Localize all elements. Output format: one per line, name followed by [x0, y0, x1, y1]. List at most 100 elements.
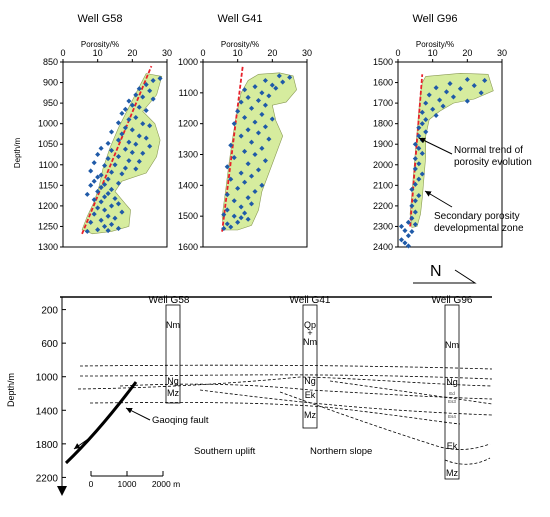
data-point [108, 147, 115, 153]
porosity-trend-line [221, 64, 244, 232]
scale-label: 1000 [118, 479, 137, 489]
data-point [259, 145, 265, 151]
annotations: Normal trend of porosity evolution Secon… [418, 137, 532, 234]
x-axis-label: Porosity/% [416, 40, 454, 49]
plot-frame [397, 61, 503, 248]
data-point [221, 212, 227, 218]
data-point [136, 158, 142, 165]
data-point [133, 141, 139, 147]
data-point [224, 192, 230, 198]
data-point [412, 209, 418, 215]
data-point [416, 145, 422, 151]
data-point [262, 102, 268, 108]
data-point [235, 185, 241, 191]
data-point [238, 204, 244, 210]
data-point [126, 158, 132, 164]
data-point [119, 110, 125, 116]
northern-slope-label: Northern slope [310, 446, 372, 457]
data-point [252, 84, 258, 90]
data-point [409, 186, 415, 192]
southern-uplift-label: Southern uplift [194, 446, 256, 457]
borehole-g96 [444, 304, 460, 480]
borehole-g58 [165, 304, 181, 404]
borehole-g41 [302, 304, 318, 429]
data-point [231, 155, 237, 161]
data-point [405, 243, 411, 249]
data-point [412, 198, 418, 204]
data-point [416, 161, 422, 167]
y-tick-label: 2400 [373, 242, 393, 252]
data-point [147, 143, 153, 149]
depth-tick-label: 1800 [36, 440, 59, 451]
x-tick-label: 30 [162, 48, 172, 58]
depth-tick-label: 600 [41, 339, 58, 350]
data-point [108, 129, 115, 135]
x-tick-label: 30 [302, 48, 312, 58]
scale-label: 0 [89, 479, 94, 489]
formation-label: Nm [303, 337, 317, 347]
data-point [252, 188, 258, 195]
data-point [259, 182, 265, 188]
x-tick-label: 0 [395, 48, 400, 58]
data-point [242, 210, 248, 216]
y-tick-label: 1400 [178, 180, 198, 190]
data-point [95, 151, 101, 158]
y-tick-label: 1000 [38, 119, 58, 129]
depth-tick-label: 1000 [36, 373, 59, 384]
data-point [248, 173, 255, 179]
data-point [105, 213, 111, 219]
data-point [262, 158, 268, 164]
data-point [242, 148, 248, 154]
data-point [238, 170, 244, 176]
panel-well-g58: Well G58 Porosity/% Depth/m 0 10 20 30 850 90… [13, 13, 172, 252]
data-point [122, 146, 128, 152]
data-point [105, 140, 111, 146]
data-point [91, 178, 97, 184]
formation-label: Qp [304, 320, 316, 330]
panel-title: Well G58 [77, 13, 122, 25]
porosity-trend-line [81, 65, 153, 235]
data-point [245, 195, 251, 201]
data-points [398, 76, 488, 249]
data-point [91, 160, 97, 166]
well-label-g41: Well G41 [290, 295, 331, 306]
data-point [416, 176, 422, 182]
fault-label: Gaoqing fault [152, 415, 209, 426]
fault-label-arrow [125, 407, 151, 421]
data-point [450, 94, 456, 100]
y-tick-label: 1600 [178, 242, 198, 252]
y-tick-label: 1200 [38, 201, 58, 211]
data-point [88, 168, 94, 174]
data-point [245, 127, 251, 133]
formation-label: Nm [166, 320, 180, 330]
data-point [228, 224, 234, 230]
x-tick-label: 0 [60, 48, 65, 58]
secondary-porosity-zone [221, 72, 297, 231]
data-point [122, 165, 128, 171]
data-point [95, 188, 101, 195]
formation-label: Ek [305, 390, 316, 400]
formation-label: Mz [446, 468, 458, 478]
y-tick-label: 1600 [373, 78, 393, 88]
x-axis-label: Porosity/% [221, 40, 259, 49]
scale-bar: 0 1000 2000 m [89, 471, 180, 489]
data-point [133, 92, 139, 98]
data-point [255, 130, 262, 136]
formation-label: Ng [304, 376, 316, 386]
data-point [231, 213, 237, 219]
formation-label: + [307, 328, 312, 338]
fault-motion-arrow [73, 436, 92, 450]
panel-title: Well G96 [412, 13, 457, 25]
formation-label: Ek [447, 441, 458, 451]
secondary-porosity-zone [81, 73, 163, 235]
formation-label: Es3 [448, 399, 456, 404]
data-point [238, 99, 244, 105]
data-point [238, 215, 244, 221]
y-axis-label: Depth/m [13, 138, 22, 169]
data-point [249, 139, 255, 145]
normal-trend-arrow [418, 137, 453, 155]
data-point [405, 233, 411, 239]
scale-label: 2000 m [152, 479, 180, 489]
